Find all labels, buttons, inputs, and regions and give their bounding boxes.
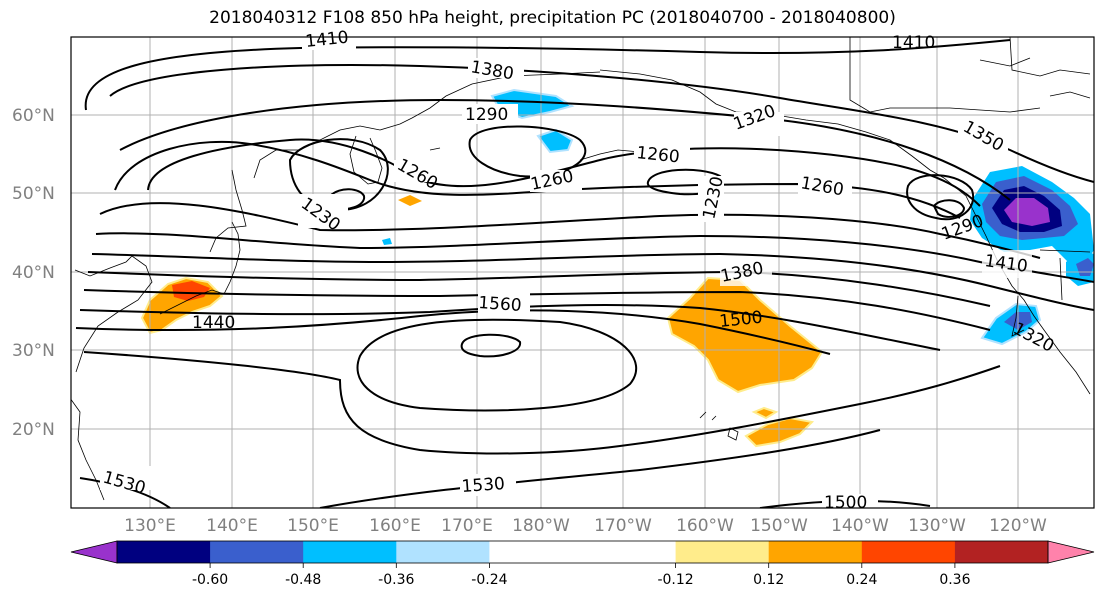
colorbar-segment [210,541,304,563]
lon-label-170e: 170°E [441,516,493,536]
lat-label-20n: 20°N [12,420,55,440]
lat-label-30n: 30°N [12,341,55,361]
lat-label-60n: 60°N [12,106,55,126]
colorbar-tick-label: -0.24 [471,572,507,588]
colorbar-segment [768,541,863,563]
shade-negative-north2 [536,128,574,154]
lat-label-40n: 40°N [12,263,55,283]
map-title: 2018040312 F108 850 hPa height, precipit… [209,8,896,28]
contour-label-1410-ne: 1410 [892,33,935,53]
colorbar-tick-label: -0.36 [378,572,414,588]
contour-label-1440: 1440 [192,313,235,333]
lon-label-130w: 130°W [908,516,966,536]
shade-positive-dot [751,406,779,420]
shade-negative-tiny [382,238,392,245]
contour-label-1410-top: 1410 [304,28,349,52]
lon-label-150e: 150°E [287,516,339,536]
colorbar-segment [489,541,583,563]
colorbar-extend-low [70,540,118,564]
colorbar-segment [954,541,1049,563]
contour-label-1260-east: 1260 [635,143,680,167]
colorbar-segment [675,541,770,563]
lon-label-160e: 160°E [369,516,421,536]
shade-positive-small [398,195,422,206]
lon-label-120w: 120°W [989,516,1047,536]
colorbar-segment [861,541,956,563]
colorbar-extend-high [1047,540,1095,564]
contour-label-1500-south: 1500 [824,493,867,513]
latitude-labels: 60°N 50°N 40°N 30°N 20°N [12,106,55,440]
lon-label-130e: 130°E [124,516,176,536]
lon-label-160w: 160°W [676,516,734,536]
coastlines [71,37,1091,501]
colorbar-tick-label: -0.60 [192,572,228,588]
contour-label-1290: 1290 [465,105,508,125]
contour-label-1560: 1560 [478,293,523,316]
lon-label-180w: 180°W [512,516,570,536]
colorbar-segment [582,541,677,563]
colorbar-tick-label: 0.12 [753,572,784,588]
shade-negative-na-core [1004,198,1050,226]
colorbar-tick-label: 0.24 [846,572,877,588]
colorbar: -0.60 -0.48 -0.36 -0.24 -0.12 0.12 0.24 0.36 [70,540,1095,588]
colorbar-frame [116,540,1049,564]
lon-label-150w: 150°W [750,516,808,536]
shade-strong-japan [172,281,210,301]
colorbar-segment [396,541,490,563]
longitude-labels: 130°E 140°E 150°E 160°E 170°E 180°W 170°… [124,516,1047,536]
lon-label-170w: 170°W [594,516,652,536]
lon-label-140e: 140°E [206,516,258,536]
colorbar-tick-label: -0.48 [285,572,321,588]
colorbar-tick-label: 0.36 [939,572,970,588]
colorbar-segment [303,541,397,563]
height-contours [75,39,1094,508]
lat-label-50n: 50°N [12,184,55,204]
colorbar-tick-label: -0.12 [657,572,693,588]
lon-label-140w: 140°W [831,516,889,536]
contour-label-1500-mid: 1500 [718,308,763,332]
contour-label-1530-mid: 1530 [461,474,506,497]
map-frame [70,36,1095,509]
colorbar-segment [117,541,211,563]
